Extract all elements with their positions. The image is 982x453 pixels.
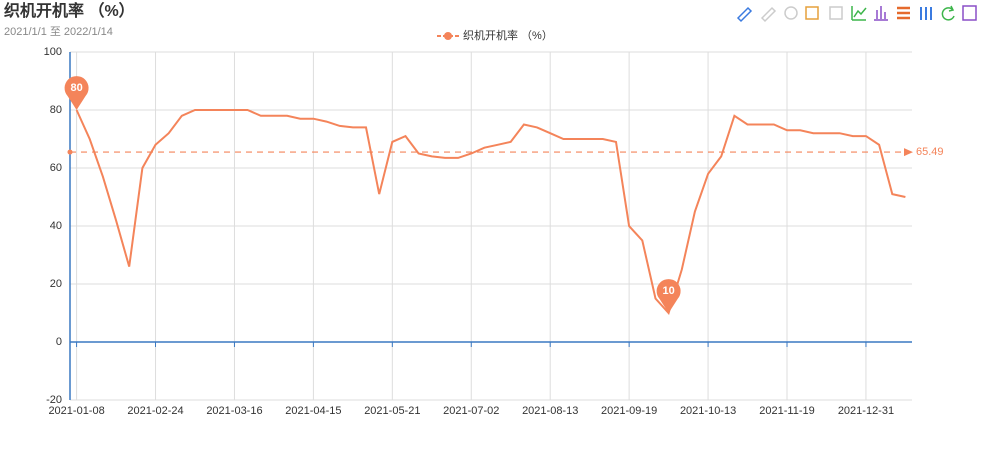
tool-icon[interactable] (851, 6, 867, 21)
mark-line-start (67, 149, 73, 155)
mark-point (656, 279, 681, 313)
tool-icon[interactable] (962, 5, 977, 21)
y-tick-label: 60 (50, 162, 62, 174)
y-tick-label: 40 (50, 220, 62, 232)
mark-point (64, 76, 89, 110)
tool-icon[interactable] (874, 6, 888, 21)
mark-line-arrow (904, 148, 913, 157)
tool-icon[interactable] (941, 5, 955, 21)
tool-icon[interactable] (736, 6, 753, 23)
toolbox[interactable] (736, 5, 977, 23)
x-tick-label: 2021-07-02 (443, 405, 499, 417)
y-tick-label: 100 (44, 46, 62, 58)
y-tick-label: 0 (56, 336, 62, 348)
mark-point-label: 10 (662, 285, 674, 297)
legend-label: 织机开机率 （%） (463, 28, 553, 42)
chart-title: 织机开机率 （%） (4, 1, 135, 20)
tool-icon[interactable] (920, 7, 932, 20)
x-tick-label: 2021-11-19 (759, 405, 814, 417)
y-tick-label: -20 (46, 394, 62, 406)
tool-icon[interactable] (897, 6, 910, 20)
legend-symbol (444, 32, 452, 40)
chart-subtitle: 2021/1/1 至 2022/1/14 (4, 26, 113, 38)
y-tick-label: 80 (50, 104, 62, 116)
x-tick-label: 2021-01-08 (48, 405, 104, 417)
x-tick-label: 2021-03-16 (206, 405, 262, 417)
x-tick-label: 2021-04-15 (285, 405, 341, 417)
x-tick-label: 2021-02-24 (127, 405, 183, 417)
x-tick-label: 2021-09-19 (601, 405, 657, 417)
series-line (75, 109, 906, 315)
mark-line-label: 65.49 (916, 146, 944, 158)
mark-point-label: 80 (70, 82, 82, 94)
tool-icon[interactable] (829, 6, 843, 20)
tool-icon[interactable] (784, 6, 798, 20)
x-tick-label: 2021-12-31 (838, 405, 894, 417)
tool-icon[interactable] (805, 6, 819, 20)
x-tick-label: 2021-08-13 (522, 405, 578, 417)
y-tick-label: 20 (50, 278, 62, 290)
x-tick-label: 2021-10-13 (680, 405, 736, 417)
tool-icon[interactable] (760, 6, 777, 23)
x-tick-label: 2021-05-21 (364, 405, 420, 417)
